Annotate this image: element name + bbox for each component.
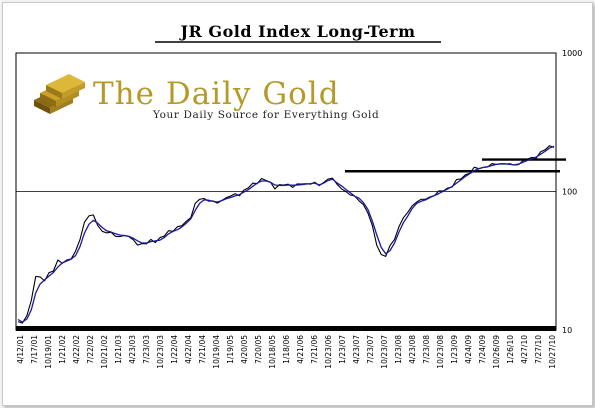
- y-axis: 10 100 1000: [562, 49, 582, 335]
- x-tick-label: 1/21/02: [58, 335, 67, 364]
- x-tick-label: 4/21/06: [296, 335, 305, 364]
- x-tick-label: 4/23/08: [408, 335, 417, 364]
- x-tick-label: 1/26/10: [506, 335, 515, 364]
- x-tick-label: 10/26/09: [492, 335, 501, 369]
- logo-tagline: Your Daily Source for Everything Gold: [152, 109, 379, 121]
- x-tick-label: 7/23/07: [366, 335, 375, 364]
- chart-title: JR Gold Index Long-Term: [178, 22, 415, 41]
- x-tick-label: 1/19/05: [226, 335, 235, 364]
- annotation-layer: [345, 158, 566, 173]
- x-tick-label: 1/23/07: [338, 335, 347, 364]
- series-layer: [17, 145, 555, 324]
- x-tick-label: 10/23/06: [324, 335, 333, 369]
- x-tick-label: 4/22/02: [72, 335, 81, 364]
- x-tick-label: 10/23/08: [436, 335, 445, 369]
- x-tick-label: 7/21/04: [198, 335, 207, 364]
- x-tick-label: 1/23/09: [450, 335, 459, 364]
- x-tick-label: 7/22/02: [86, 335, 95, 364]
- x-tick-label: 1/22/04: [170, 335, 179, 364]
- x-tick-label: 4/23/03: [128, 335, 137, 364]
- x-tick-label: 1/18/06: [282, 335, 291, 364]
- x-tick-label: 7/21/06: [310, 335, 319, 364]
- x-tick-label: 10/19/01: [44, 335, 53, 369]
- x-tick-label: 7/27/10: [534, 335, 543, 364]
- logo-name: The Daily Gold: [93, 76, 340, 112]
- moving-average-line: [17, 145, 555, 323]
- x-baseline: [16, 326, 556, 331]
- x-tick-label: 4/12/01: [16, 335, 25, 364]
- x-tick-label: 4/22/04: [184, 335, 193, 364]
- y-tick-label: 1000: [562, 49, 582, 58]
- gold-bars-icon: [34, 74, 85, 114]
- x-tick-label: 7/23/03: [142, 335, 151, 364]
- logo-block: The Daily Gold Your Daily Source for Eve…: [34, 74, 379, 121]
- x-tick-label: 10/23/03: [156, 335, 165, 369]
- x-tick-label: 4/27/10: [520, 335, 529, 364]
- x-tick-label: 10/23/07: [380, 335, 389, 369]
- x-tick-label: 7/23/08: [422, 335, 431, 364]
- x-tick-label: 10/27/10: [548, 335, 557, 369]
- x-tick-label: 1/23/08: [394, 335, 403, 364]
- x-tick-label: 7/24/09: [478, 335, 487, 364]
- x-tick-label: 7/20/05: [254, 335, 263, 364]
- x-tick-label: 4/20/05: [240, 335, 249, 364]
- x-tick-label: 10/19/04: [212, 335, 221, 369]
- y-tick-label: 10: [562, 326, 572, 335]
- x-tick-label: 10/18/05: [268, 335, 277, 369]
- x-tick-label: 1/21/03: [114, 335, 123, 364]
- x-tick-label: 10/21/02: [100, 335, 109, 369]
- x-tick-label: 7/17/01: [30, 335, 39, 364]
- x-tick-label: 4/23/07: [352, 335, 361, 364]
- x-tick-label: 4/24/09: [464, 335, 473, 364]
- y-tick-label: 100: [562, 188, 577, 197]
- x-axis: 4/12/01 7/17/01 10/19/01 1/21/02 4/22/02 7/22…: [16, 335, 557, 369]
